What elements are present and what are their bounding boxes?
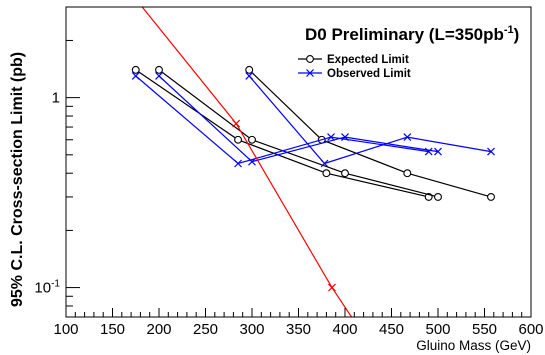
series-theory-6 — [141, 7, 353, 317]
x-tick-label: 250 — [193, 321, 218, 338]
chart-title-superscript: -1 — [504, 24, 514, 36]
series-observed-3 — [131, 72, 433, 168]
data-point-expected-2-2 — [403, 169, 412, 178]
data-point-expected-2-3 — [487, 192, 495, 201]
legend-marker-0 — [306, 55, 314, 63]
series-line-theory-6 — [141, 7, 353, 317]
data-point-expected-1-2 — [341, 169, 349, 178]
data-point-theory-6-2 — [328, 283, 336, 292]
series-expected-2 — [245, 65, 495, 201]
x-tick-label: 200 — [146, 321, 171, 338]
series-expected-0 — [131, 65, 433, 201]
data-point-observed-3-1 — [234, 159, 242, 168]
x-tick-label: 600 — [518, 321, 543, 338]
series-line-expected-2 — [248, 69, 492, 198]
x-tick-label: 100 — [53, 321, 78, 338]
x-tick-label: 400 — [332, 321, 357, 338]
y-axis-title: 95% C.L. Cross-section Limit (pb) — [9, 52, 26, 307]
series-line-expected-1 — [158, 69, 439, 198]
chart-title: D0 Preliminary (L=350pb-1) — [305, 24, 519, 44]
data-point-observed-4-0 — [155, 72, 163, 80]
chart-title-main: D0 Preliminary (L=350pb — [305, 25, 504, 44]
series-observed-4 — [155, 72, 442, 166]
x-axis-title: Gluino Mass (GeV) — [416, 338, 531, 353]
x-tick-label: 350 — [286, 321, 311, 338]
x-tick-label: 300 — [239, 321, 264, 338]
plot-frame — [65, 6, 532, 318]
x-tick-label: 150 — [100, 321, 125, 338]
data-point-observed-3-2 — [327, 133, 335, 141]
data-point-theory-6-1 — [232, 119, 241, 128]
data-point-expected-2-0 — [245, 65, 254, 74]
data-point-observed-5-3 — [487, 147, 495, 156]
data-point-observed-4-2 — [341, 133, 349, 141]
data-point-expected-1-1 — [248, 135, 256, 144]
data-point-observed-5-1 — [320, 159, 329, 168]
data-point-observed-4-3 — [434, 147, 442, 156]
data-point-observed-3-0 — [131, 72, 140, 80]
series-expected-1 — [155, 65, 442, 201]
data-point-expected-0-1 — [234, 135, 243, 144]
data-point-expected-0-2 — [322, 169, 331, 178]
legend: Expected Limit Observed Limit — [298, 54, 411, 80]
series-line-observed-5 — [248, 75, 492, 165]
data-point-expected-1-3 — [434, 192, 442, 201]
data-point-observed-5-0 — [245, 72, 254, 80]
series-observed-5 — [245, 72, 495, 168]
x-tick-label: 450 — [379, 321, 404, 338]
data-point-expected-0-0 — [131, 65, 140, 74]
series-line-expected-0 — [135, 69, 429, 198]
data-point-expected-1-0 — [155, 65, 163, 74]
y-tick-label: 1 — [52, 90, 60, 107]
data-point-observed-4-1 — [248, 157, 256, 166]
series-line-observed-4 — [158, 75, 439, 163]
legend-marker-1 — [306, 69, 314, 77]
series-line-observed-3 — [135, 75, 429, 165]
plot-area — [131, 7, 495, 317]
chart-title-close: ) — [514, 25, 520, 44]
legend-label-1: Observed Limit — [327, 68, 411, 80]
y-tick-label: 10-1 — [34, 279, 60, 297]
x-tick-label: 550 — [472, 321, 497, 338]
legend-label-0: Expected Limit — [327, 54, 409, 66]
axes: 100 150 200 250 300 350 400 450 500 550 600 1 10-1 — [34, 39, 544, 338]
data-point-observed-5-2 — [403, 133, 412, 141]
x-tick-label: 500 — [425, 321, 450, 338]
